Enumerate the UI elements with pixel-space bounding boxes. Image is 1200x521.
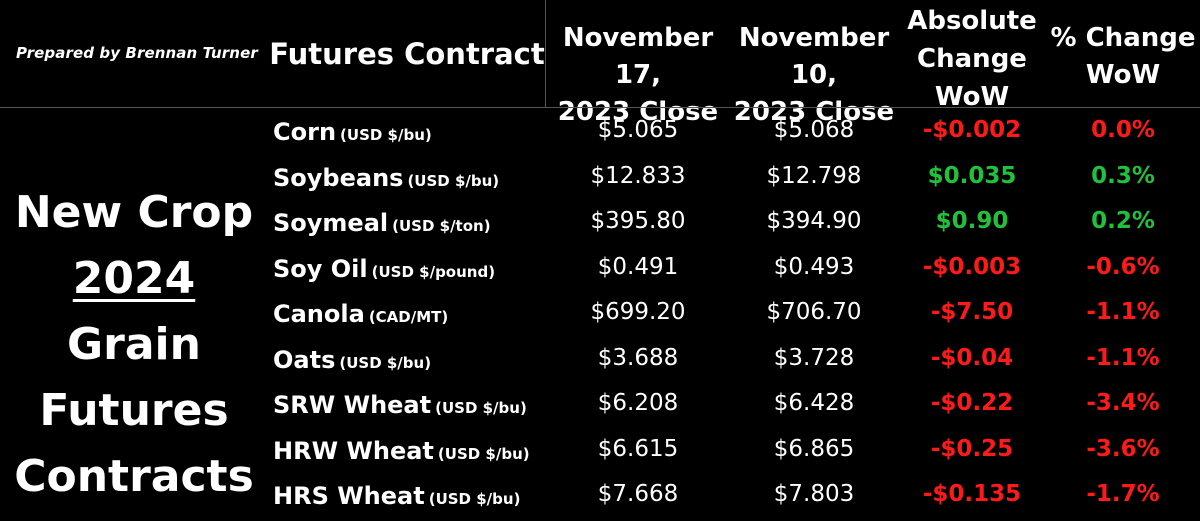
nov17-close-value: $6.615 [597,435,679,462]
absolute-change-value: $0.90 [935,208,1009,234]
contract-name: HRS Wheat (USD $/bu) [273,482,520,510]
table-row: SRW Wheat (USD $/bu) $6.208 $6.428 -$0.22 -3.… [0,385,1200,430]
percent-change-value: -3.4% [1086,390,1160,416]
contract-name: Soybeans (USD $/bu) [273,164,499,192]
table-row: Soy Oil (USD $/pound) $0.491 $0.493 -$0.003 -… [0,249,1200,294]
header-pct-line1: % Change [1050,23,1196,53]
contract-unit: (USD $/ton) [392,217,491,235]
percent-change-value: 0.0% [1091,117,1155,143]
header-abs-line1: Absolute [907,6,1037,36]
nov10-close-value: $0.493 [773,253,855,280]
contract-label: Canola [273,300,365,328]
absolute-change-value: -$0.22 [930,390,1014,416]
nov17-close-value: $6.208 [597,390,679,416]
nov10-close-value: $706.70 [766,299,862,325]
contract-unit: (CAD/MT) [368,308,449,326]
contract-unit: (USD $/bu) [339,353,432,372]
nov17-close-value: $12.833 [590,162,686,189]
table-row: HRW Wheat (USD $/bu) $6.615 $6.865 -$0.25 -3.… [0,431,1200,476]
absolute-change-value: -$0.002 [922,117,1022,143]
header-abs-line2: Change [917,44,1027,74]
title-line2-rest: Grain [67,319,201,370]
title-line4: Contracts [14,451,254,502]
contract-name: SRW Wheat (USD $/bu) [273,391,527,419]
percent-change-value: -0.6% [1086,253,1160,280]
contract-label: HRS Wheat [273,482,425,510]
nov10-close-value: $3.728 [773,344,855,371]
header-nov10-close: November 10, 2023 Close [722,20,906,131]
header-pct-line2: WoW [1085,60,1161,90]
header-abs-line3: WoW [934,82,1010,112]
percent-change-value: 0.3% [1091,162,1155,189]
percent-change-value: -1.7% [1086,481,1160,507]
nov10-close-value: $6.428 [773,390,855,416]
percent-change-value: -3.6% [1086,435,1160,462]
contract-name: Soy Oil (USD $/pound) [273,255,495,283]
table-row: Soymeal (USD $/ton) $395.80 $394.90 $0.90 0.2… [0,203,1200,248]
nov10-close-value: $6.865 [773,435,855,462]
header-nov17-line2: 2023 Close [557,97,719,127]
contract-unit: (USD $/bu) [340,126,432,144]
contract-label: Oats [273,345,336,374]
title-line2: 2024 Grain [0,246,268,378]
nov10-close-value: $394.90 [766,208,862,234]
prepared-by-credit: Prepared by Brennan Turner [16,44,258,62]
table-row: Corn (USD $/bu) $5.065 $5.068 -$0.002 0.0% [0,112,1200,157]
absolute-change-value: -$0.04 [930,344,1014,371]
header-nov10-line2: 2023 Close [733,97,895,127]
section-title: New Crop 2024 Grain Futures Contracts [0,180,268,510]
contract-unit: (USD $/bu) [435,399,527,417]
contract-unit: (USD $/pound) [371,262,496,281]
percent-change-value: -1.1% [1086,299,1160,325]
absolute-change-value: -$0.003 [922,253,1022,280]
header-divider-horizontal [0,107,1200,108]
nov17-close-value: $395.80 [590,208,686,234]
absolute-change-value: -$0.135 [922,481,1022,507]
table-row: HRS Wheat (USD $/bu) $7.668 $7.803 -$0.135 -1… [0,476,1200,521]
title-year: 2024 [72,253,196,304]
absolute-change-value: $0.035 [927,162,1017,189]
contract-unit: (USD $/bu) [407,171,500,190]
nov17-close-value: $0.491 [597,253,679,280]
header-nov10-line1: November 10, [738,23,890,90]
nov17-close-value: $3.688 [597,344,679,371]
contract-label: HRW Wheat [273,436,434,465]
contract-unit: (USD $/bu) [428,490,521,508]
header-absolute-change: Absolute Change WoW [906,2,1038,116]
contract-name: Oats (USD $/bu) [273,346,431,374]
absolute-change-value: -$0.25 [930,435,1014,462]
nov17-close-value: $7.668 [597,481,679,507]
table-row: Oats (USD $/bu) $3.688 $3.728 -$0.04 -1.1% [0,340,1200,385]
contract-label: Corn [273,118,337,146]
contract-label: Soybeans [273,163,404,192]
nov10-close-value: $7.803 [773,481,855,507]
contract-label: SRW Wheat [273,391,432,419]
contract-label: Soy Oil [273,254,368,283]
contract-label: Soymeal [273,209,389,237]
header-nov17-close: November 17, 2023 Close [546,20,730,131]
contract-name: HRW Wheat (USD $/bu) [273,437,530,465]
nov10-close-value: $12.798 [766,162,862,189]
nov17-close-value: $5.065 [597,117,679,143]
percent-change-value: 0.2% [1091,208,1155,234]
contract-name: Soymeal (USD $/ton) [273,209,491,237]
contract-unit: (USD $/bu) [437,444,530,463]
title-line3: Futures [39,385,229,436]
header-futures-contract: Futures Contract [269,37,545,71]
nov10-close-value: $5.068 [773,117,855,143]
title-line1: New Crop [14,187,254,238]
header-nov17-line1: November 17, [562,23,714,90]
header-percent-change: % Change WoW [1048,20,1198,94]
nov17-close-value: $699.20 [590,299,686,325]
table-row: Canola (CAD/MT) $699.20 $706.70 -$7.50 -1.1% [0,294,1200,339]
header-divider-vertical [545,0,546,107]
percent-change-value: -1.1% [1086,344,1160,371]
contract-name: Canola (CAD/MT) [273,300,448,328]
absolute-change-value: -$7.50 [930,299,1014,325]
contract-name: Corn (USD $/bu) [273,118,432,146]
table-row: Soybeans (USD $/bu) $12.833 $12.798 $0.035 0.… [0,158,1200,203]
